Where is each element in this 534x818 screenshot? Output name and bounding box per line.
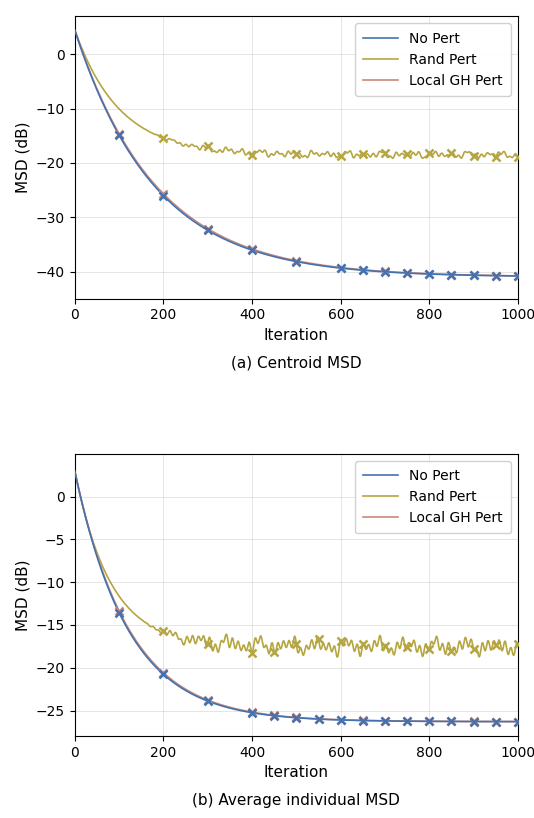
X-axis label: Iteration: Iteration <box>264 328 329 343</box>
X-axis label: Iteration: Iteration <box>264 766 329 780</box>
Text: (b) Average individual MSD: (b) Average individual MSD <box>192 793 400 807</box>
Legend: No Pert, Rand Pert, Local GH Pert: No Pert, Rand Pert, Local GH Pert <box>355 461 511 533</box>
Y-axis label: MSD (dB): MSD (dB) <box>15 122 30 193</box>
Legend: No Pert, Rand Pert, Local GH Pert: No Pert, Rand Pert, Local GH Pert <box>355 23 511 96</box>
Text: (a) Centroid MSD: (a) Centroid MSD <box>231 355 362 370</box>
Y-axis label: MSD (dB): MSD (dB) <box>15 560 30 631</box>
